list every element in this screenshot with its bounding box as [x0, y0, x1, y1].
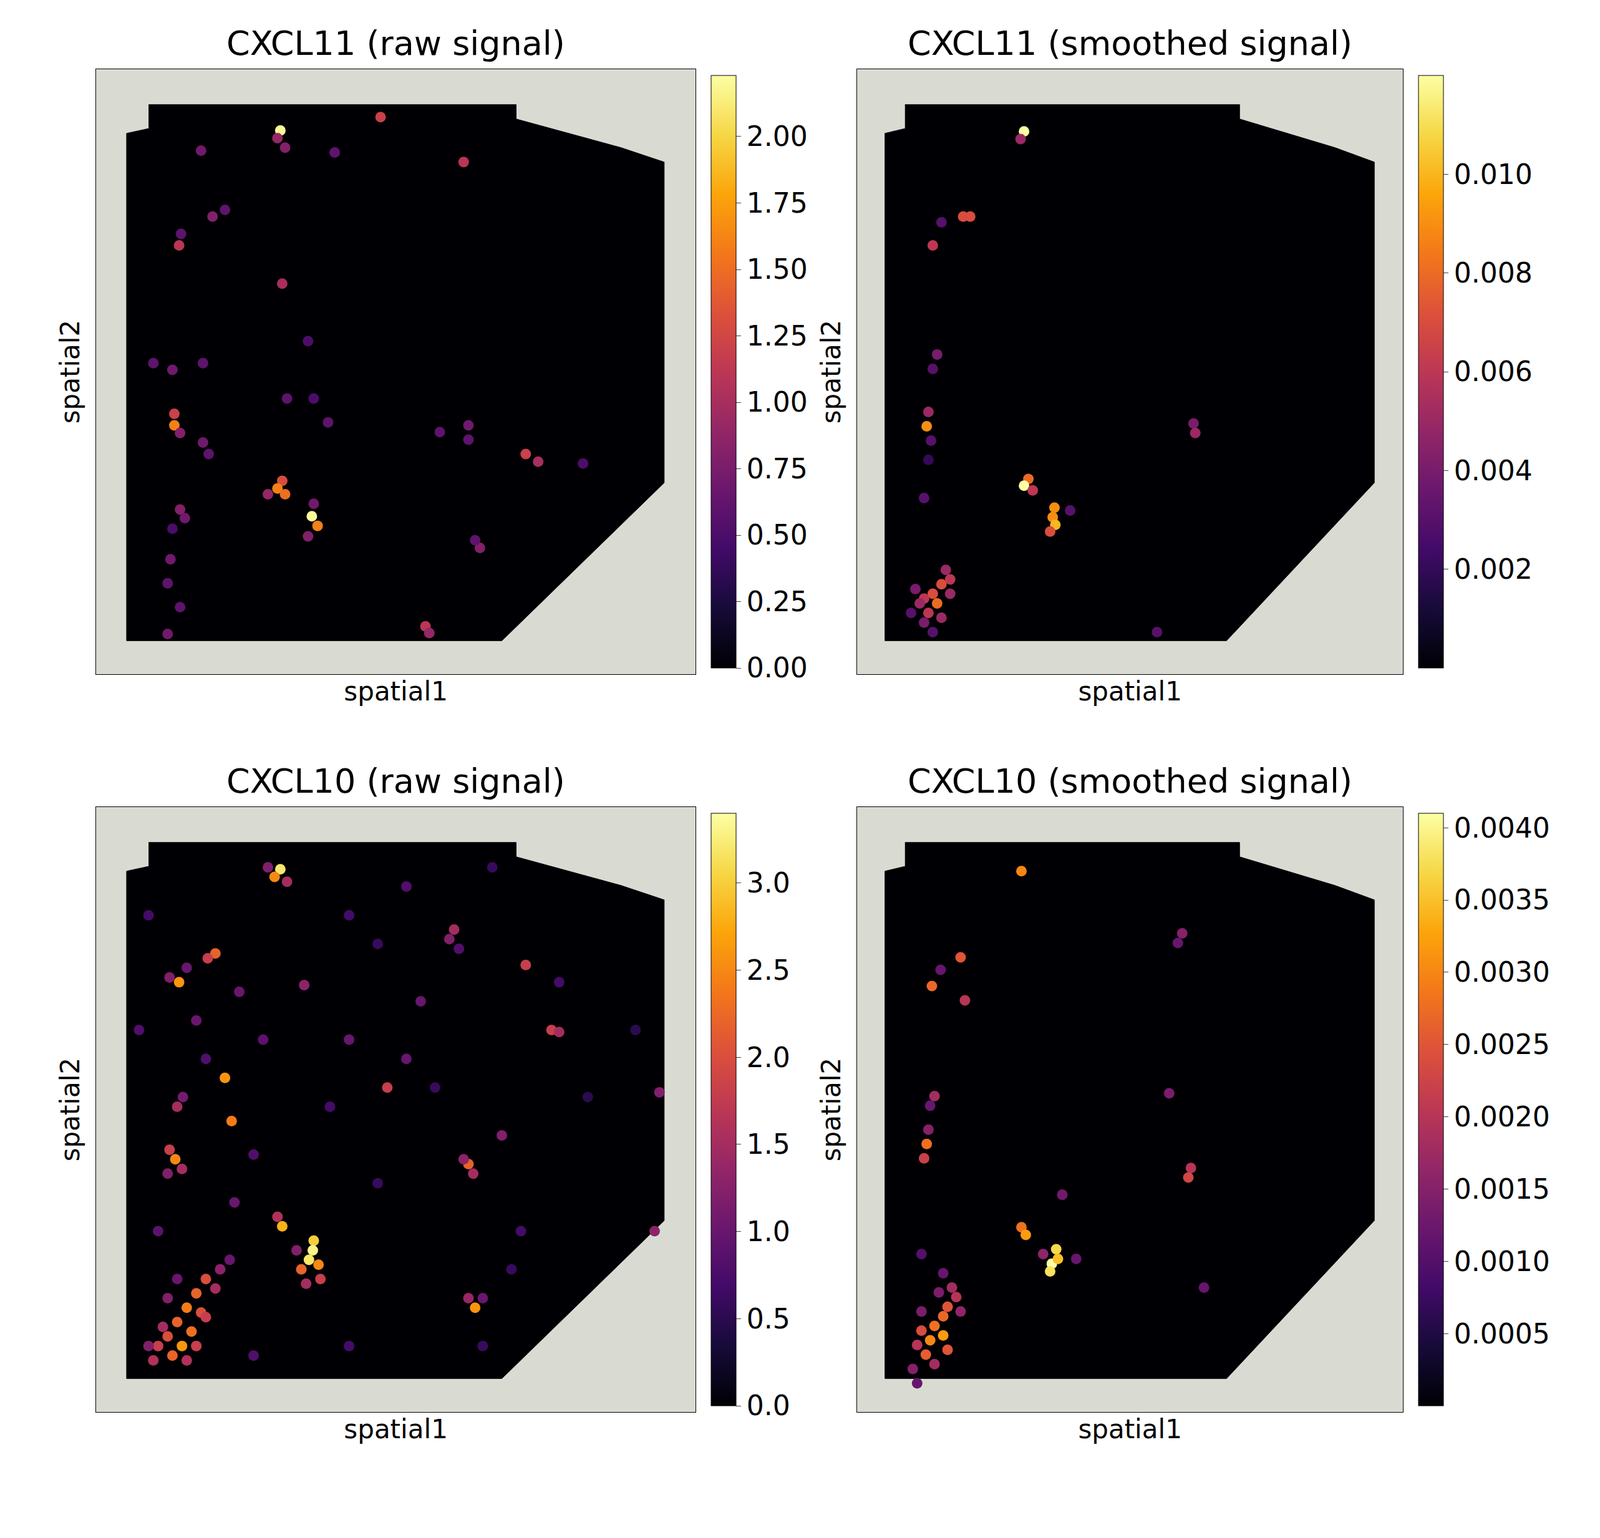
svg-text:1.75: 1.75: [746, 187, 808, 219]
svg-text:spatial1: spatial1: [343, 676, 448, 707]
svg-text:0.50: 0.50: [746, 518, 808, 551]
svg-text:0.0035: 0.0035: [1454, 883, 1551, 916]
svg-text:0.0: 0.0: [746, 1389, 791, 1422]
svg-text:1.5: 1.5: [746, 1128, 791, 1161]
svg-text:1.50: 1.50: [746, 253, 808, 286]
svg-text:CXCL10 (smoothed signal): CXCL10 (smoothed signal): [907, 761, 1353, 801]
svg-text:0.006: 0.006: [1454, 355, 1533, 388]
svg-text:0.0015: 0.0015: [1454, 1173, 1551, 1206]
svg-text:spatial1: spatial1: [1077, 1414, 1183, 1445]
svg-text:0.00: 0.00: [746, 651, 808, 684]
svg-text:spatial2: spatial2: [815, 320, 847, 425]
svg-text:spatial1: spatial1: [1077, 676, 1183, 707]
svg-text:0.0030: 0.0030: [1454, 956, 1551, 989]
svg-text:0.004: 0.004: [1454, 454, 1533, 487]
svg-text:3.0: 3.0: [746, 867, 791, 899]
svg-text:0.5: 0.5: [746, 1303, 791, 1335]
svg-text:0.0020: 0.0020: [1454, 1100, 1551, 1133]
svg-text:0.0025: 0.0025: [1454, 1028, 1551, 1061]
svg-text:0.0010: 0.0010: [1454, 1245, 1551, 1278]
svg-text:0.75: 0.75: [746, 452, 808, 485]
svg-text:0.002: 0.002: [1454, 553, 1533, 586]
svg-text:2.0: 2.0: [746, 1041, 791, 1074]
svg-text:2.00: 2.00: [746, 120, 808, 153]
svg-text:1.0: 1.0: [746, 1215, 791, 1248]
svg-text:1.25: 1.25: [746, 320, 808, 352]
svg-text:0.25: 0.25: [746, 585, 808, 618]
svg-text:0.008: 0.008: [1454, 256, 1533, 289]
svg-text:CXCL10 (raw signal): CXCL10 (raw signal): [226, 761, 566, 801]
svg-text:spatial1: spatial1: [343, 1414, 448, 1445]
svg-text:spatial2: spatial2: [54, 320, 86, 425]
svg-text:0.0040: 0.0040: [1454, 812, 1551, 844]
svg-text:CXCL11 (smoothed signal): CXCL11 (smoothed signal): [907, 23, 1353, 64]
svg-text:2.5: 2.5: [746, 954, 791, 987]
svg-text:1.00: 1.00: [746, 386, 808, 418]
svg-text:spatial2: spatial2: [54, 1057, 86, 1163]
svg-text:0.010: 0.010: [1454, 158, 1533, 191]
svg-text:CXCL11 (raw signal): CXCL11 (raw signal): [226, 23, 566, 64]
svg-text:spatial2: spatial2: [815, 1057, 847, 1163]
svg-text:0.0005: 0.0005: [1454, 1318, 1551, 1350]
